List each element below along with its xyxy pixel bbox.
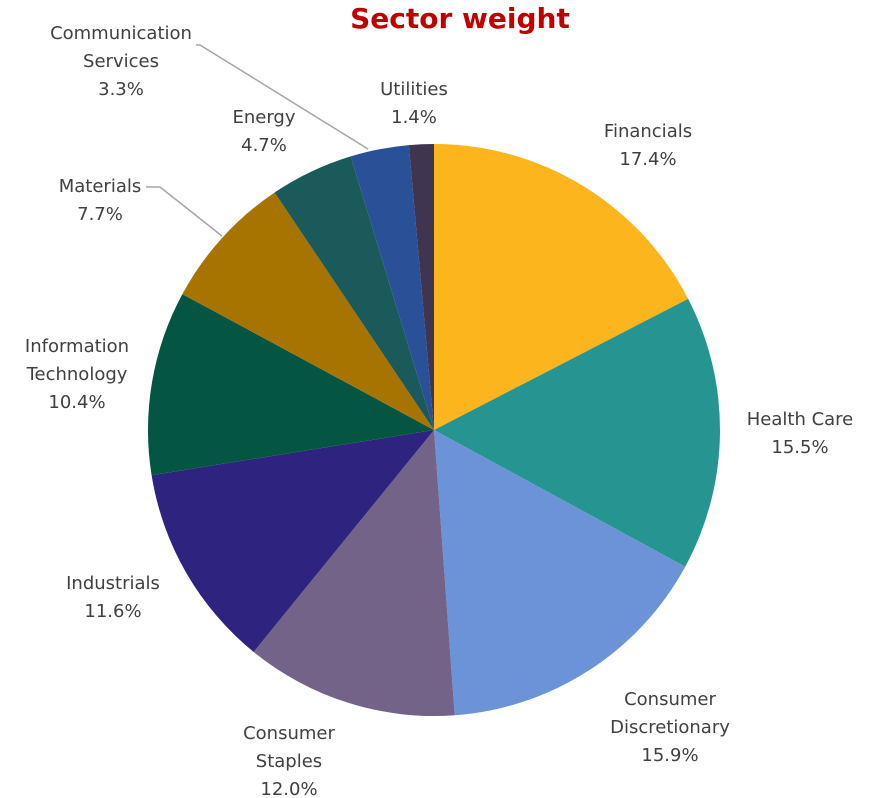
slice-label: Industrials 11.6% [66,570,160,626]
slice-label: Consumer Staples 12.0% [243,720,335,798]
pie-slice [182,192,434,430]
pie-slice [434,298,721,567]
category-label: Consumer Discretionary [610,689,730,738]
slice-label: Information Technology 10.4% [25,333,129,417]
pie-slice [151,430,434,652]
pie-slice [434,430,686,716]
category-label: Energy [232,107,296,128]
pie-slice [253,430,455,716]
value-label: 4.7% [241,135,287,156]
chart-title: Sector weight [350,2,570,35]
leader-line [146,186,223,237]
value-label: 3.3% [98,79,144,100]
category-label: Information Technology [24,336,130,385]
pie-slice [274,156,434,430]
value-label: 7.7% [77,204,123,225]
category-label: Health Care [746,409,854,430]
value-label: 17.4% [619,149,677,170]
value-label: 1.4% [391,107,437,128]
value-label: 11.6% [84,601,142,622]
slice-label: Financials 17.4% [604,118,692,174]
slice-label: Utilities 1.4% [380,76,448,132]
slice-label: Health Care 15.5% [747,406,854,462]
category-label: Materials [58,176,142,197]
pie-slice [148,294,434,476]
slice-label: Consumer Discretionary 15.9% [610,686,730,770]
value-label: 15.5% [771,437,829,458]
pie-slice [434,144,689,430]
value-label: 15.9% [641,745,699,766]
leader-line [196,44,369,150]
pie-slice [350,145,434,430]
slice-label: Materials 7.7% [59,173,142,229]
pie-slice [408,144,434,430]
category-label: Financials [603,121,693,142]
category-label: Utilities [380,79,448,100]
category-label: Communication Services [50,23,192,72]
slice-label: Energy 4.7% [232,104,295,160]
value-label: 12.0% [260,779,318,798]
category-label: Consumer Staples [243,723,335,772]
slice-label: Communication Services 3.3% [50,20,192,104]
category-label: Industrials [66,573,160,594]
value-label: 10.4% [48,392,106,413]
